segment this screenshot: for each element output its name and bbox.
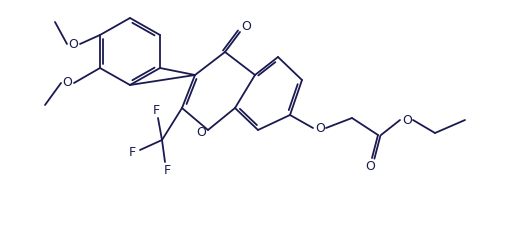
Text: O: O — [315, 122, 325, 136]
Text: O: O — [68, 37, 78, 51]
Text: O: O — [241, 21, 251, 33]
Text: O: O — [402, 115, 412, 128]
Text: F: F — [164, 164, 170, 176]
Text: F: F — [128, 146, 136, 158]
Text: O: O — [365, 159, 375, 173]
Text: O: O — [62, 76, 72, 89]
Text: F: F — [153, 104, 159, 118]
Text: O: O — [196, 125, 206, 139]
